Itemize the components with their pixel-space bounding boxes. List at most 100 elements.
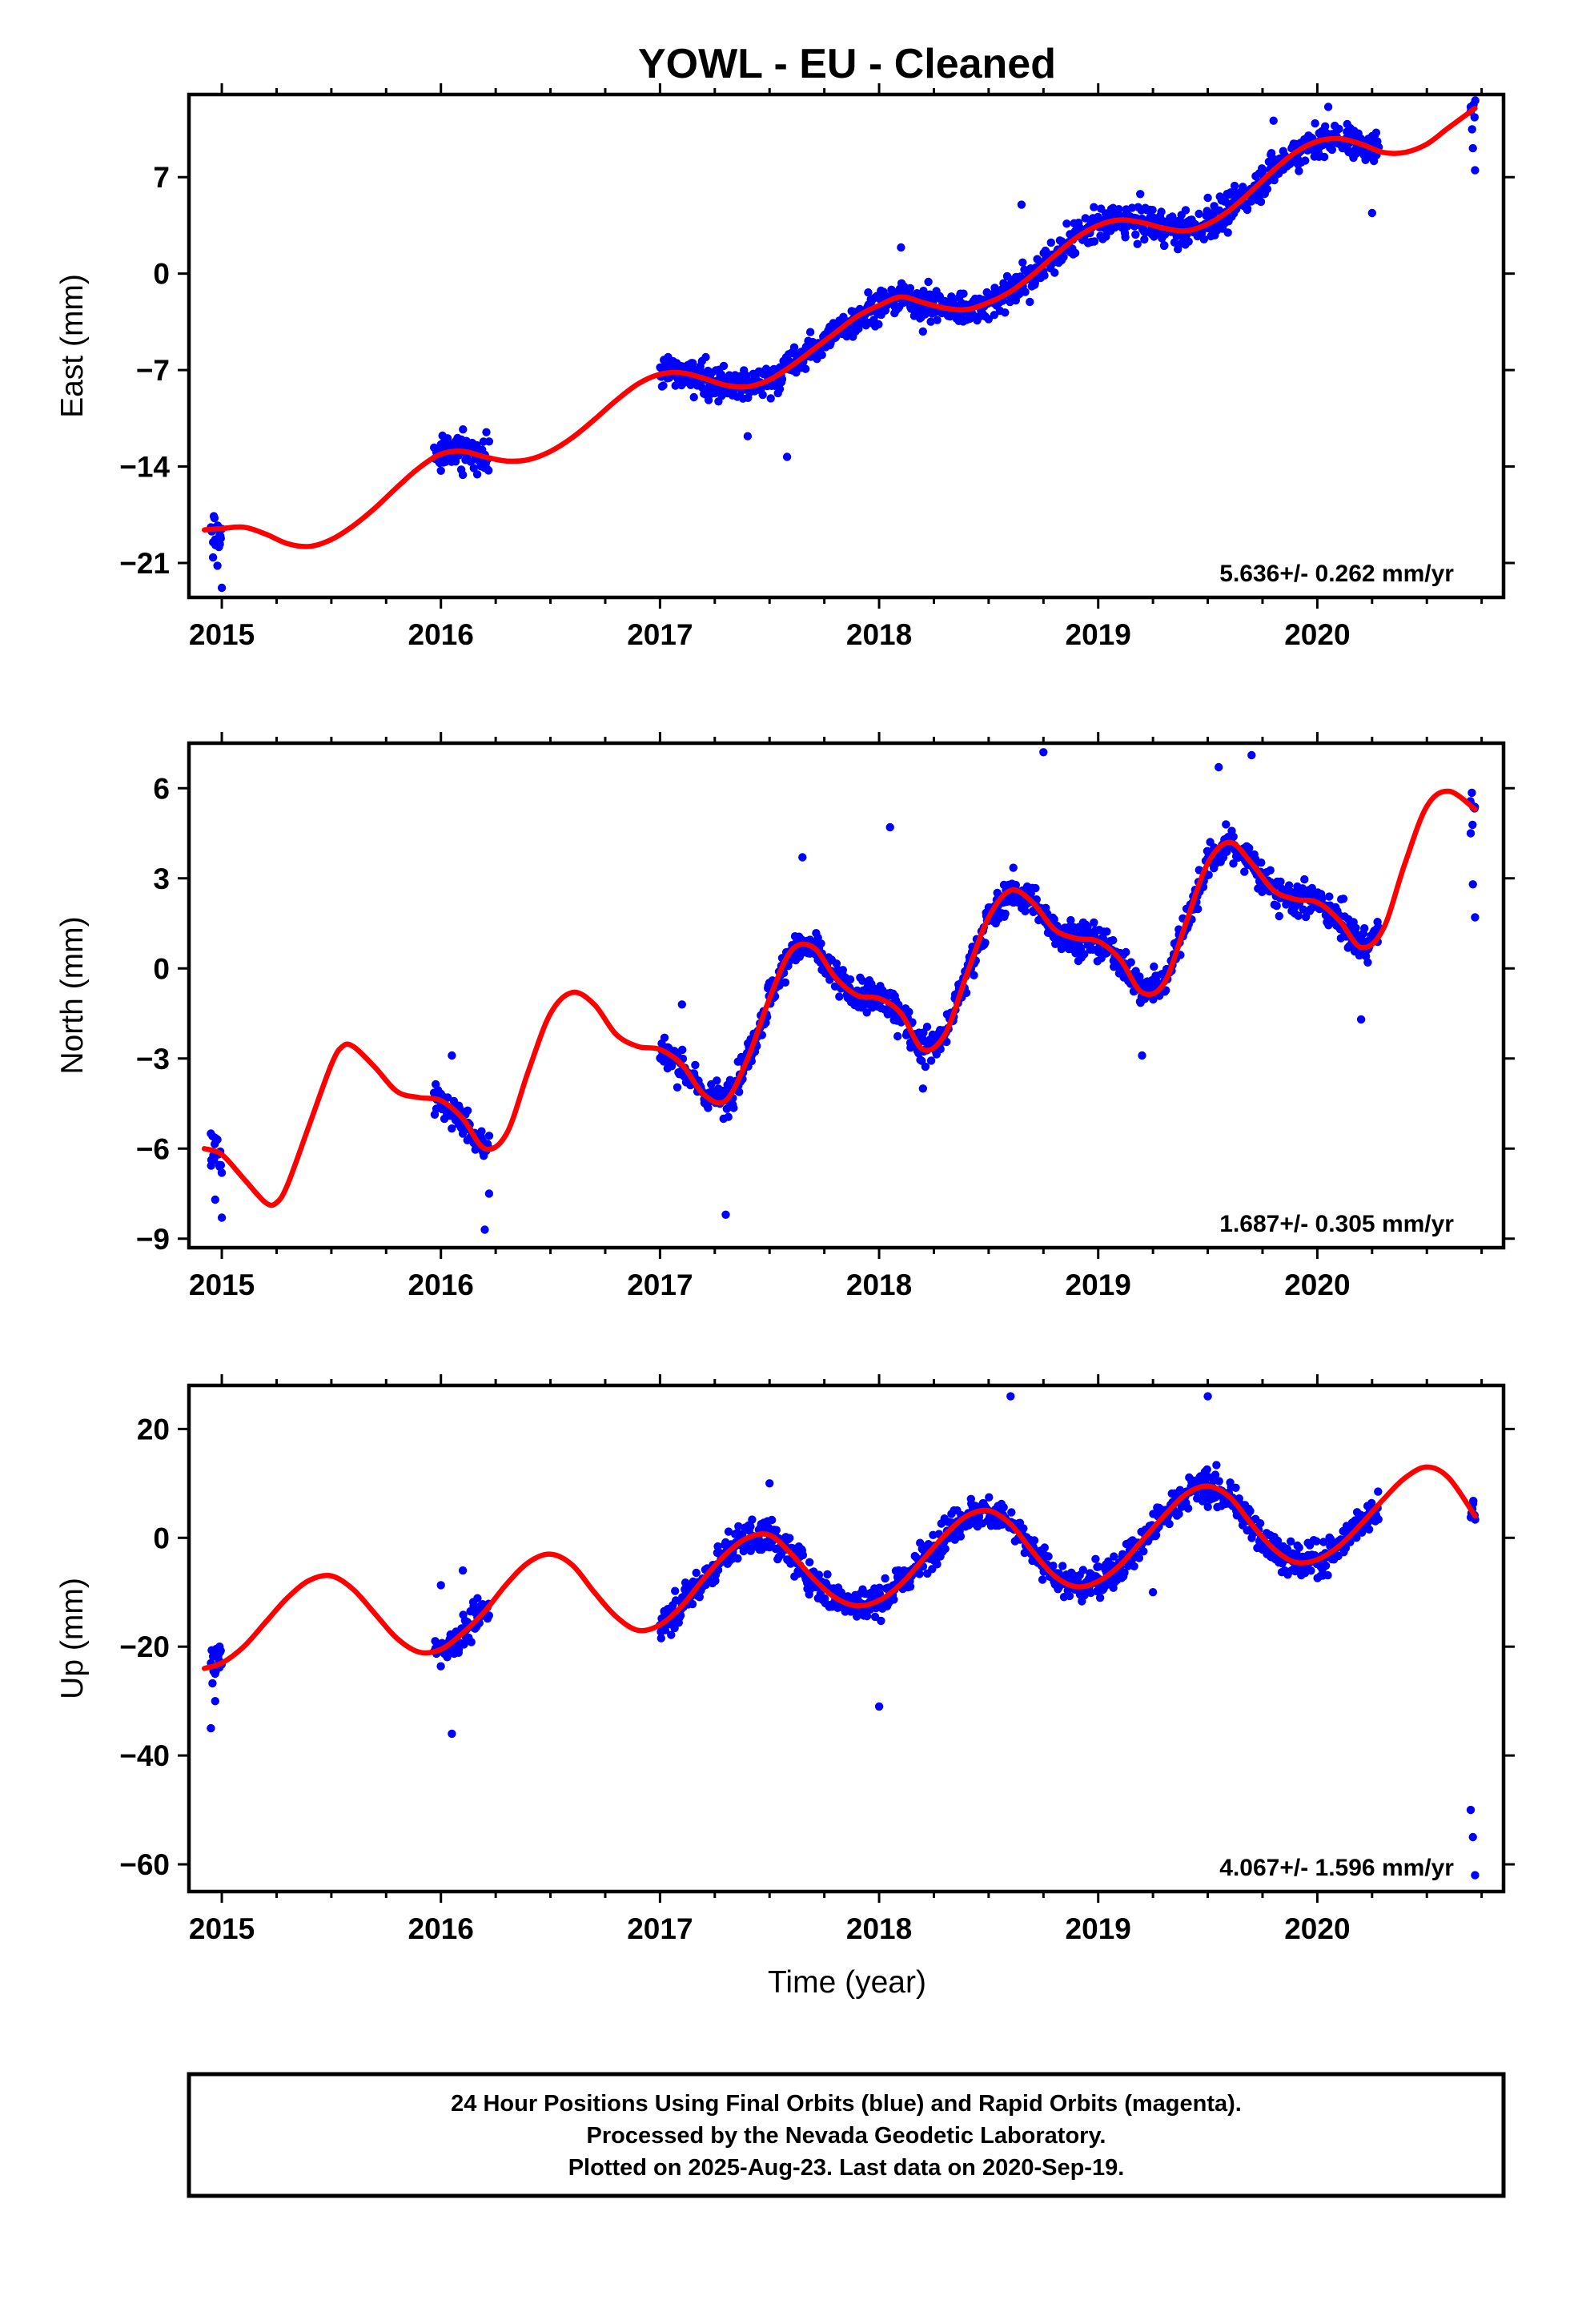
data-point-up-3-599: [1364, 1525, 1374, 1534]
data-point-east-0-obs-5: [217, 583, 227, 593]
data-point-east-1-10: [436, 466, 445, 475]
data-point-up-2-452: [956, 1532, 966, 1541]
data-point-east-0-obs-3: [213, 561, 222, 570]
data-point-east-2-219: [801, 364, 810, 373]
data-point-up-3-obs-0: [1006, 1392, 1015, 1401]
panel-up: 20 0 −20 −40 −60 2015 2016 2017 2018 2019 2020 Up (…: [55, 1374, 1515, 1945]
data-point-north-3-463: [1275, 911, 1284, 921]
data-point-up-3-373: [1215, 1477, 1223, 1486]
x-tick-label-up-4: 2019: [1066, 1912, 1131, 1945]
data-point-east-3-532: [1321, 122, 1330, 131]
data-point-up-3-231: [1120, 1568, 1129, 1578]
data-point-east-3-291: [1160, 241, 1169, 250]
data-point-east-3-232: [1121, 233, 1130, 242]
data-point-east-2-73: [704, 396, 713, 404]
data-point-north-1-50: [463, 1106, 472, 1116]
data-point-up-2-312: [862, 1611, 872, 1621]
data-point-east-2-167: [766, 394, 775, 403]
data-point-east-3-343: [1195, 209, 1203, 219]
data-point-up-2-17: [667, 1630, 676, 1639]
data-point-up-3-493: [1295, 1543, 1303, 1552]
data-point-up-3-259: [1139, 1547, 1148, 1556]
data-point-up-3-481: [1287, 1537, 1295, 1546]
data-point-north-2-266: [832, 959, 841, 968]
data-point-north-4-3: [1468, 820, 1477, 830]
data-point-east-2-202: [789, 343, 799, 352]
data-point-north-2-85: [713, 1076, 721, 1085]
data-point-up-2-352: [889, 1595, 898, 1604]
y-tick-label-up-0: 20: [137, 1413, 170, 1445]
data-point-north-3-185: [1090, 918, 1098, 927]
data-point-up-3-563: [1341, 1543, 1351, 1553]
y-tick-label-north-0: 6: [153, 772, 170, 805]
data-point-up-3-116: [1044, 1552, 1053, 1561]
data-point-north-2-375: [905, 1007, 913, 1016]
data-point-up-3-314: [1175, 1486, 1185, 1494]
data-point-north-4-2: [1468, 788, 1476, 798]
data-point-east-3-126: [1050, 268, 1059, 277]
data-point-up-2-2: [656, 1634, 665, 1642]
data-point-up-3-49: [999, 1503, 1008, 1512]
data-point-east-2-417: [933, 316, 942, 324]
data-point-up-3-511: [1307, 1566, 1315, 1575]
data-point-up-3-327: [1183, 1504, 1193, 1513]
panel-north: 6 3 0 −3 −6 −9 2015 2016 2017 2018 2019 2020 North (…: [55, 732, 1515, 1301]
data-point-east-3-26: [984, 315, 994, 324]
data-point-north-2-obs-4: [918, 1084, 928, 1093]
data-point-east-3-286: [1157, 207, 1166, 216]
data-point-north-1-20: [444, 1093, 452, 1102]
data-point-east-2-329: [874, 320, 883, 329]
data-point-up-3-530: [1319, 1538, 1328, 1546]
data-point-east-4-obs-2: [1471, 166, 1480, 175]
data-point-up-4-4: [1469, 1497, 1478, 1506]
data-point-up-2-390: [915, 1570, 924, 1578]
y-axis-label-north: North (mm): [55, 916, 90, 1074]
data-point-east-1-43: [459, 425, 468, 434]
x-tick-label-east-5: 2020: [1284, 618, 1350, 651]
chart-title: YOWL - EU - Cleaned: [638, 41, 1056, 87]
data-point-east-2-obs-1: [782, 452, 792, 461]
data-point-north-3-241: [1126, 958, 1135, 967]
data-point-east-0-obs-4: [215, 531, 224, 540]
fit-curve-up: [201, 1464, 1478, 1671]
data-point-up-3-111: [1040, 1543, 1050, 1552]
data-point-east-1-obs-2: [458, 470, 468, 480]
data-point-up-2-124: [738, 1530, 747, 1538]
data-point-east-2-69: [701, 352, 710, 362]
rate-label-east: 5.636+/- 0.262 mm/yr: [1219, 561, 1454, 587]
data-point-east-2-180: [775, 384, 785, 393]
data-point-up-4-obs-2: [1471, 1871, 1480, 1880]
data-point-north-3-395: [1229, 832, 1238, 842]
data-point-up-2-330: [875, 1583, 884, 1592]
x-tick-label-east-2: 2017: [627, 618, 693, 651]
data-point-north-3-597: [1363, 958, 1372, 967]
data-point-up-3-602: [1367, 1498, 1376, 1508]
data-point-east-2-obs-2: [897, 243, 905, 252]
data-point-north-3-500: [1299, 905, 1308, 914]
data-point-east-2-155: [758, 390, 767, 400]
data-point-east-3-35: [990, 311, 999, 320]
data-point-north-2-188: [781, 978, 790, 987]
x-tick-label-east-3: 2018: [846, 618, 912, 651]
data-point-north-3-465: [1276, 877, 1285, 887]
data-point-up-2-103: [724, 1527, 733, 1536]
data-point-north-1-82: [484, 1132, 494, 1140]
data-point-north-3-obs-4: [1356, 1015, 1366, 1024]
data-point-north-3-51: [1001, 909, 1010, 919]
data-point-east-3-obs-0: [1017, 200, 1026, 209]
data-point-up-3-obs-1: [1148, 1588, 1158, 1597]
data-point-up-2-87: [713, 1542, 722, 1551]
data-point-up-1-82: [484, 1611, 493, 1620]
y-tick-label-north-4: −6: [136, 1132, 170, 1165]
data-point-north-2-111: [729, 1104, 738, 1112]
data-point-north-1-26: [448, 1124, 456, 1133]
data-point-east-4-6: [1471, 96, 1480, 105]
data-point-east-3-355: [1203, 207, 1211, 215]
data-point-north-0-obs-4: [215, 1162, 224, 1172]
data-point-up-2-139: [748, 1515, 757, 1524]
plot-frame-north: [187, 741, 1506, 1250]
data-point-north-3-253: [1135, 972, 1144, 981]
data-point-up-3-170: [1080, 1591, 1089, 1600]
data-point-north-4-obs-1: [1468, 880, 1477, 889]
